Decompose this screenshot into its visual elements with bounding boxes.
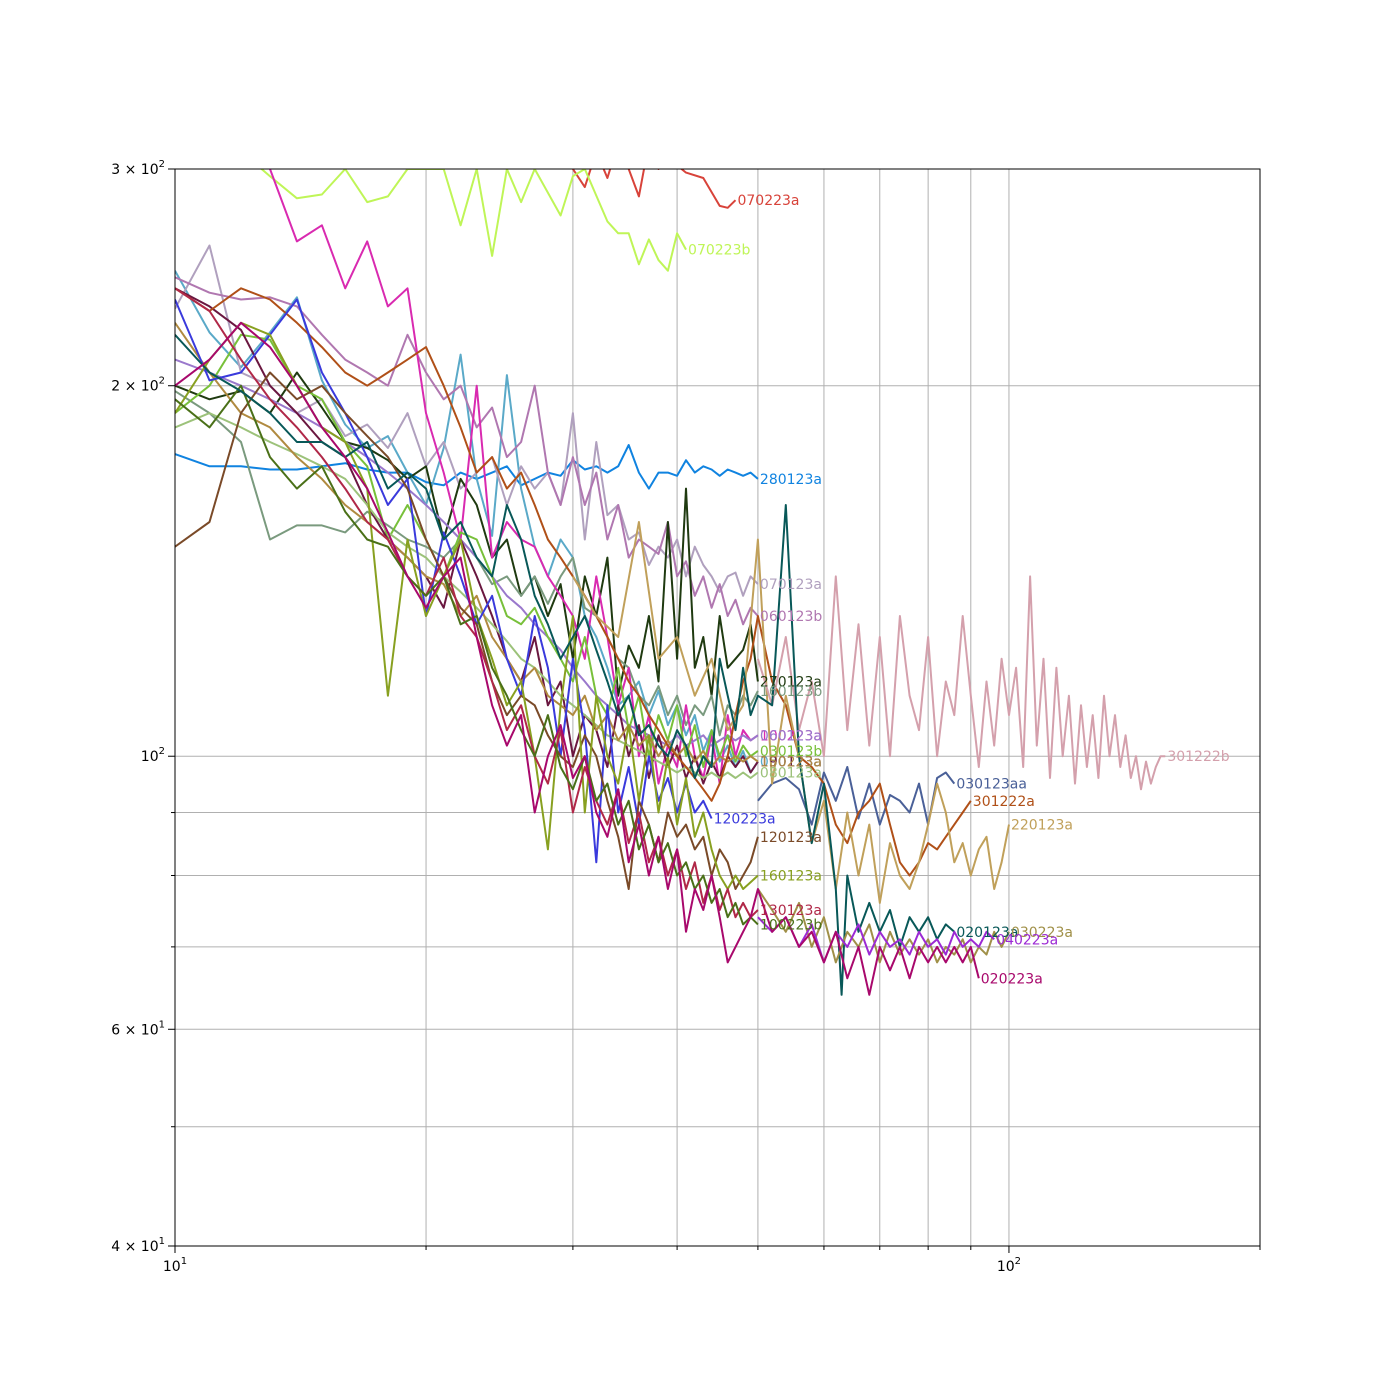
series-label-030123aa: 030123aa [956,777,1027,793]
series-label-160123b: 160123b [760,684,822,700]
series-label-160123a: 160123a [760,869,822,885]
y-tick-label: 6 × 101 [111,1019,165,1038]
x-tick-label: 101 [163,1256,187,1275]
series-line-301222b [756,575,1166,791]
series-label-100223b: 100223b [760,917,822,933]
series-label-100223a: 100223a [760,728,822,744]
axis-ticks: 101 102 4 × 101 6 × 101 102 2 × 102 3 × 102 [111,159,1261,1275]
series-line-120123a [175,371,759,890]
series-label-030123b: 030123b [760,744,822,760]
y-tick-label: 2 × 102 [111,376,165,395]
series-end-labels: 070223a 070223b 280123a 030123a 070123a 06012… [688,193,1230,987]
series-label-040223a: 040223a [996,932,1058,948]
gridlines [175,169,1260,1246]
series-line-040223a [757,916,995,964]
y-tick-label: 3 × 102 [111,159,165,178]
series-line-070223b [260,169,687,272]
series-line-160123a [175,321,759,890]
series-line-150223a [175,322,759,768]
series-label-020123a: 020123a [956,925,1018,941]
plot-frame [174,168,1261,1247]
series-line-100223b [175,384,759,926]
series-label-060123a: 060123a [760,728,822,744]
series-label-120123a: 120123a [760,830,822,846]
series-label-070123a: 070123a [760,577,822,593]
series-label-150223a: 150223a [760,755,822,771]
series-line-160123b [175,390,759,737]
series-line-301222a [175,287,972,877]
series-line-080123a [175,412,759,779]
series-label-120223a: 120223a [714,812,776,828]
series-label-070223b: 070223b [688,243,750,259]
y-tick-label: 102 [141,746,165,765]
series-label-270123a: 270123a [760,675,822,691]
series-line-070223a [572,169,737,209]
series-label-070223a: 070223a [737,193,799,209]
series-line-060123a [175,358,759,747]
series-line-060123b [175,276,759,626]
series-label-301222b: 301222b [1167,749,1229,765]
series-label-080123a: 080123a [760,766,822,782]
series-label-030223a: 030223a [1011,925,1073,941]
series-label-020223a: 020223a [981,971,1043,987]
x-tick-label: 102 [997,1256,1021,1275]
series-line-130123a [175,287,759,919]
series-lines [175,169,1166,996]
series-label-190123a: 190123a [760,755,822,771]
series-label-280123a: 280123a [760,472,822,488]
series-label-030123a: 030123a [760,755,822,771]
series-label-220123a: 220123a [1011,818,1073,834]
series-label-060123b: 060123b [760,609,822,625]
series-label-130123a: 130123a [760,903,822,919]
series-line-020223a [175,321,980,996]
series-label-301222a: 301222a [973,794,1035,810]
series-line-220123a [572,521,1010,904]
y-tick-label: 4 × 101 [111,1236,165,1255]
